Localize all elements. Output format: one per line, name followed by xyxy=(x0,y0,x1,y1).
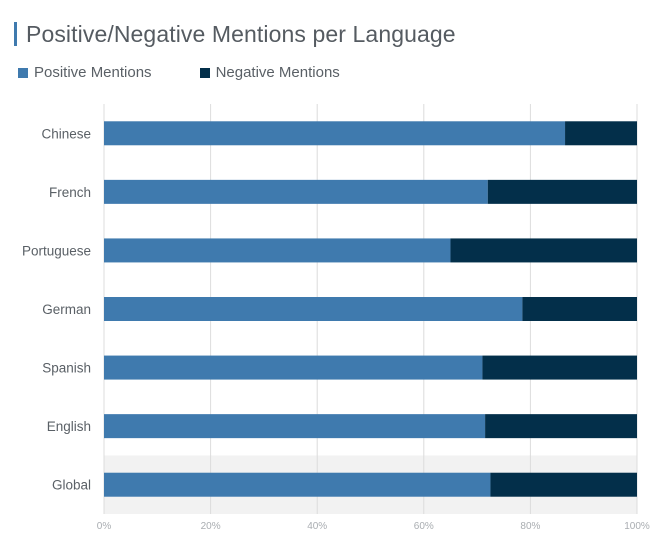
bar-positive xyxy=(104,297,523,321)
category-label: French xyxy=(49,185,91,200)
bar-positive xyxy=(104,414,486,439)
chart-title-row: Positive/Negative Mentions per Language xyxy=(14,18,456,50)
bar-positive xyxy=(104,179,488,204)
x-tick-label: 100% xyxy=(624,521,650,532)
category-label: Spanish xyxy=(42,361,91,376)
x-tick-label: 60% xyxy=(414,521,434,532)
bar-negative xyxy=(482,355,637,380)
bar-negative xyxy=(490,472,637,497)
chart-legend: Positive Mentions Negative Mentions xyxy=(18,64,388,81)
bar-negative xyxy=(565,121,637,146)
legend-label-negative: Negative Mentions xyxy=(215,64,340,81)
x-tick-label: 40% xyxy=(307,521,327,532)
bar-negative xyxy=(450,238,637,263)
legend-swatch-positive xyxy=(18,67,28,78)
bar-positive xyxy=(104,355,483,380)
category-label: Portuguese xyxy=(22,243,91,258)
legend-item-positive[interactable]: Positive Mentions xyxy=(18,64,152,81)
bar-positive xyxy=(104,121,566,146)
category-label: English xyxy=(47,419,91,434)
category-label: Global xyxy=(52,478,91,493)
bar-negative xyxy=(487,179,637,204)
x-tick-label: 20% xyxy=(201,521,221,532)
x-tick-label: 80% xyxy=(520,521,540,532)
bar-negative xyxy=(522,297,637,321)
legend-item-negative[interactable]: Negative Mentions xyxy=(199,64,340,81)
bar-negative xyxy=(485,414,637,439)
chart-title: Positive/Negative Mentions per Language xyxy=(26,20,456,47)
legend-swatch-negative xyxy=(199,67,210,78)
category-label: Chinese xyxy=(41,126,91,141)
title-accent-bar xyxy=(14,22,17,46)
x-tick-label: 0% xyxy=(97,521,112,532)
legend-label-positive: Positive Mentions xyxy=(34,64,152,81)
bar-positive xyxy=(104,238,451,263)
bar-positive xyxy=(104,472,491,497)
category-label: German xyxy=(42,302,91,317)
